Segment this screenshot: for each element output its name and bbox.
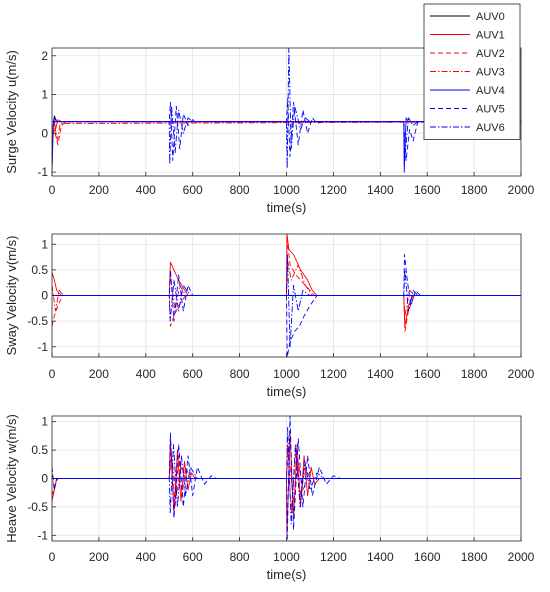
- series-group: [52, 416, 521, 541]
- y-tick-label: 0.5: [31, 443, 48, 457]
- x-tick-label: 800: [230, 367, 250, 381]
- x-tick-label: 600: [183, 183, 203, 197]
- series-group: [52, 48, 521, 173]
- x-tick-label: 2000: [508, 550, 535, 564]
- legend-label: AUV6: [476, 122, 505, 134]
- x-tick-label: 1200: [320, 183, 347, 197]
- x-tick-label: 400: [136, 183, 156, 197]
- x-tick-label: 1200: [320, 550, 347, 564]
- x-tick-label: 400: [136, 367, 156, 381]
- series-line-auv5: [52, 97, 521, 161]
- y-tick-label: -1: [37, 528, 48, 542]
- legend-label: AUV1: [476, 30, 505, 42]
- x-tick-label: 1600: [414, 183, 441, 197]
- x-tick-label: 0: [49, 183, 56, 197]
- x-tick-label: 200: [89, 550, 109, 564]
- panel-3: 0 200 400 600 800 1000 1200 1400 1600 1800 2000 -1 -…: [4, 414, 535, 582]
- y-axis-label: Surge Velocity u(m/s): [4, 50, 19, 174]
- series-group: [52, 234, 521, 357]
- panel-2: 0 200 400 600 800 1000 1200 1400 1600 1800 2000 -1 -…: [4, 233, 535, 399]
- x-tick-label: 1000: [273, 183, 300, 197]
- x-tick-label: 1600: [414, 367, 441, 381]
- y-tick-label: 1: [41, 237, 48, 251]
- x-axis-label: time(s): [267, 200, 307, 215]
- x-tick-label: 1000: [273, 550, 300, 564]
- x-tick-label: 2000: [508, 367, 535, 381]
- x-tick-label: 1400: [367, 367, 394, 381]
- series-line-auv5: [52, 254, 521, 357]
- y-tick-label: 0.5: [31, 263, 48, 277]
- y-tick-label: 0: [41, 289, 48, 303]
- x-tick-label: 1800: [461, 183, 488, 197]
- x-tick-label: 0: [49, 550, 56, 564]
- x-tick-label: 1200: [320, 367, 347, 381]
- x-tick-label: 1000: [273, 367, 300, 381]
- x-tick-label: 0: [49, 367, 56, 381]
- y-axis-label: Heave Velocity w(m/s): [4, 414, 19, 543]
- x-tick-label: 1400: [367, 550, 394, 564]
- x-axis-label: time(s): [267, 567, 307, 582]
- y-tick-label: 2: [41, 49, 48, 63]
- series-line-auv3: [52, 121, 521, 149]
- x-tick-label: 1800: [461, 367, 488, 381]
- x-tick-label: 800: [230, 550, 250, 564]
- x-tick-label: 1600: [414, 550, 441, 564]
- panel-1: 0 200 400 600 800 1000 1200 1400 1600 1800 2000-10…: [4, 3, 535, 215]
- x-tick-label: 2000: [508, 183, 535, 197]
- x-tick-label: 600: [183, 550, 203, 564]
- x-tick-label: 600: [183, 367, 203, 381]
- x-tick-label: 1400: [367, 183, 394, 197]
- legend: AUV0 AUV1 AUV2 AUV3 AUV4 AUV5 AUV6: [423, 3, 521, 140]
- y-tick-label: 1: [41, 415, 48, 429]
- x-tick-label: 200: [89, 367, 109, 381]
- x-axis-label: time(s): [267, 384, 307, 399]
- x-tick-label: 800: [230, 183, 250, 197]
- y-tick-label: -1: [37, 340, 48, 354]
- legend-box: [423, 3, 521, 140]
- legend-label: AUV5: [476, 104, 505, 116]
- y-tick-label: -0.5: [27, 314, 48, 328]
- y-tick-label: -1: [37, 165, 48, 179]
- legend-label: AUV3: [476, 67, 505, 79]
- y-tick-label: 0: [41, 472, 48, 486]
- y-axis-label: Sway Velocity v(m/s): [4, 236, 19, 356]
- x-tick-label: 1800: [461, 550, 488, 564]
- y-tick-label: 0: [41, 126, 48, 140]
- series-line-auv6: [52, 426, 521, 525]
- y-tick-label: 1: [41, 88, 48, 102]
- x-tick-label: 200: [89, 183, 109, 197]
- x-tick-label: 400: [136, 550, 156, 564]
- legend-label: AUV4: [476, 85, 505, 97]
- legend-label: AUV2: [476, 48, 505, 60]
- legend-label: AUV0: [476, 11, 505, 23]
- series-line-auv6: [52, 254, 521, 348]
- y-tick-label: -0.5: [27, 500, 48, 514]
- series-line-auv2: [52, 443, 521, 514]
